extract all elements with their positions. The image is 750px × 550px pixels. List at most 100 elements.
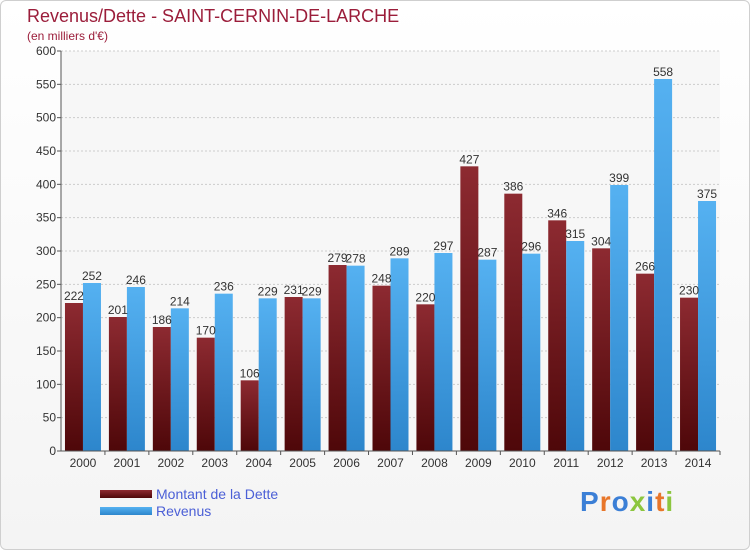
x-tick-label: 2001 [114,456,141,470]
x-tick-label: 2012 [597,456,624,470]
x-tick-label: 2004 [245,456,272,470]
bar-revenus [478,259,497,451]
legend-swatch-revenus [100,507,152,515]
logo-letter: o [611,486,630,517]
y-tick-label: 600 [36,44,56,58]
data-label-dette: 230 [679,284,699,298]
bar-revenus [170,308,189,451]
legend-label-revenus: Revenus [156,503,212,519]
bar-dette [504,193,523,451]
x-tick-label: 2005 [289,456,316,470]
logo-letter: r [599,486,612,517]
data-label-revenus: 399 [609,171,629,185]
bar-dette [372,285,391,451]
data-label-dette: 222 [64,289,84,303]
data-label-dette: 304 [591,234,611,248]
data-label-dette: 427 [459,152,479,166]
y-tick-label: 0 [49,444,56,458]
bar-revenus [698,201,717,451]
chart-subtitle: (en milliers d'€) [27,29,108,43]
bar-dette [64,303,83,451]
x-tick-label: 2009 [465,456,492,470]
bar-revenus [82,283,101,451]
x-tick-label: 2007 [377,456,404,470]
data-label-revenus: 287 [477,246,497,260]
x-tick-label: 2008 [421,456,448,470]
y-tick-label: 450 [36,144,56,158]
data-label-revenus: 278 [346,252,366,266]
y-tick-label: 550 [36,77,56,91]
bar-dette [328,265,347,451]
proxiti-logo: Proxiti [580,486,674,518]
data-label-revenus: 375 [697,187,717,201]
y-tick-label: 500 [36,111,56,125]
data-label-dette: 170 [196,324,216,338]
bar-dette [152,327,171,451]
y-tick-label: 150 [36,344,56,358]
data-label-dette: 201 [108,303,128,317]
data-label-dette: 248 [371,272,391,286]
bar-revenus [522,253,541,451]
bar-revenus [434,253,453,451]
bar-revenus [566,241,585,451]
x-tick-label: 2000 [70,456,97,470]
logo-letter: P [580,486,600,517]
x-tick-label: 2003 [201,456,228,470]
x-tick-label: 2010 [509,456,536,470]
bar-revenus [258,298,277,451]
x-tick-label: 2011 [553,456,579,470]
bar-revenus [654,79,673,451]
bar-revenus [390,258,409,451]
data-label-dette: 346 [547,206,567,220]
legend-label-debt: Montant de la Dette [156,486,279,502]
logo-letter: x [629,486,647,517]
x-tick-label: 2014 [685,456,712,470]
data-label-revenus: 297 [433,239,453,253]
y-tick-label: 400 [36,177,56,191]
data-label-revenus: 229 [258,284,278,298]
bar-dette [636,273,655,451]
y-tick-label: 250 [36,277,56,291]
data-label-revenus: 246 [126,273,146,287]
data-label-dette: 220 [415,290,435,304]
data-label-revenus: 236 [214,280,234,294]
y-tick-label: 350 [36,211,56,225]
logo-letter: t [655,486,666,517]
legend-swatch-debt [100,490,152,498]
data-label-revenus: 315 [565,227,585,241]
bar-revenus [302,298,321,451]
data-label-revenus: 252 [82,269,102,283]
bar-dette [416,304,435,451]
logo-letter: i [646,486,656,517]
chart-title: Revenus/Dette - SAINT-CERNIN-DE-LARCHE [27,6,400,26]
bar-dette [592,248,611,451]
bar-dette [196,337,215,451]
bar-chart: 0 50 100 150 200 250 300 350 400 450 500 550 600 2000… [36,44,721,470]
y-tick-label: 300 [36,244,56,258]
data-label-dette: 279 [328,251,348,265]
data-label-dette: 186 [152,313,172,327]
data-label-revenus: 229 [302,284,322,298]
x-tick-label: 2013 [641,456,668,470]
x-tick-label: 2002 [157,456,184,470]
y-tick-label: 100 [36,377,56,391]
x-tick-label: 2006 [333,456,360,470]
data-label-dette: 231 [284,283,304,297]
data-label-dette: 386 [503,180,523,194]
data-label-dette: 266 [635,260,655,274]
bar-dette [240,380,259,451]
bar-revenus [214,293,233,451]
data-label-revenus: 289 [389,244,409,258]
bar-dette [108,317,127,451]
bar-revenus [126,287,145,451]
bar-dette [460,166,479,452]
bar-revenus [346,265,365,451]
bar-dette [548,220,567,451]
data-label-revenus: 214 [170,294,190,308]
bar-revenus [610,185,629,451]
data-label-revenus: 296 [521,240,541,254]
logo-letter: i [665,486,675,517]
data-label-dette: 106 [240,366,260,380]
y-tick-label: 50 [43,411,57,425]
data-label-revenus: 558 [653,65,673,79]
